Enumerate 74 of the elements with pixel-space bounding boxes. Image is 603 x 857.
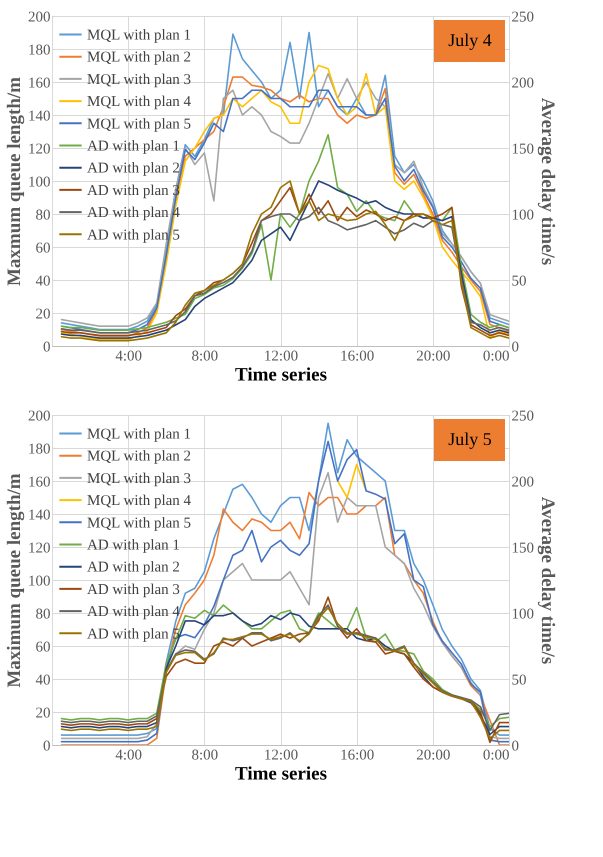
y2-axis-title: Average delay time/s xyxy=(537,98,558,266)
y-tick-label: 20 xyxy=(36,306,50,322)
legend-label: MQL with plan 3 xyxy=(87,72,192,88)
y2-tick-label: 100 xyxy=(512,208,534,224)
legend-label: AD with plan 1 xyxy=(87,538,180,554)
y-tick-label: 40 xyxy=(36,274,50,290)
y-axis-title: Maxmum queue length/m xyxy=(4,76,25,286)
y-tick-label: 120 xyxy=(28,540,50,556)
legend-label: AD with plan 5 xyxy=(87,227,180,244)
y-tick-label: 200 xyxy=(28,408,50,424)
y-tick-label: 20 xyxy=(36,706,50,722)
x-tick-label: 12:00 xyxy=(264,348,298,364)
x-tick-label: 20:00 xyxy=(416,748,450,764)
x-tick-label: 16:00 xyxy=(340,748,374,764)
y-tick-label: 200 xyxy=(28,10,50,26)
y2-tick-label: 0 xyxy=(512,738,519,754)
x-tick-label: 20:00 xyxy=(416,348,450,364)
x-tick-label: 12:00 xyxy=(264,748,298,764)
y2-tick-label: 150 xyxy=(512,540,534,556)
legend-label: MQL with plan 4 xyxy=(87,94,192,110)
y2-tick-label: 150 xyxy=(512,142,534,158)
x-tick-label: 4:00 xyxy=(115,748,142,764)
legend-label: AD with plan 2 xyxy=(87,160,180,177)
y-tick-label: 160 xyxy=(28,76,50,92)
y2-tick-label: 200 xyxy=(512,474,534,490)
y2-tick-label: 250 xyxy=(512,408,534,424)
x-tick-label: 4:00 xyxy=(115,348,142,364)
legend-label: MQL with plan 5 xyxy=(87,116,192,132)
y2-tick-label: 250 xyxy=(512,10,534,26)
y-tick-label: 100 xyxy=(28,574,50,590)
y2-tick-label: 50 xyxy=(512,672,526,688)
legend-label: MQL with plan 1 xyxy=(87,426,192,442)
legend-label: AD with plan 3 xyxy=(87,582,180,598)
y2-tick-label: 200 xyxy=(512,76,534,92)
y-tick-label: 140 xyxy=(28,508,50,524)
legend-label: MQL with plan 2 xyxy=(87,50,192,66)
y-tick-label: 160 xyxy=(28,474,50,490)
x-axis-title: Time series xyxy=(235,364,327,386)
legend-label: MQL with plan 1 xyxy=(87,28,192,44)
y-tick-label: 0 xyxy=(43,340,50,356)
legend-label: AD with plan 1 xyxy=(87,138,180,154)
legend-label: AD with plan 5 xyxy=(87,626,180,642)
x-axis-title: Time series xyxy=(235,764,327,784)
y2-tick-label: 50 xyxy=(512,274,526,290)
y-tick-label: 0 xyxy=(43,738,50,754)
y-tick-label: 80 xyxy=(36,606,50,622)
y2-tick-label: 100 xyxy=(512,606,534,622)
y-tick-label: 60 xyxy=(36,640,50,656)
legend-label: AD with plan 2 xyxy=(87,560,180,576)
y2-tick-label: 0 xyxy=(512,340,519,356)
legend-label: MQL with plan 5 xyxy=(87,515,192,532)
legend-label: MQL with plan 2 xyxy=(87,448,192,465)
x-tick-label: 8:00 xyxy=(191,348,218,364)
legend-label: AD with plan 3 xyxy=(87,182,180,199)
y-tick-label: 80 xyxy=(36,208,50,224)
x-tick-label: 16:00 xyxy=(340,348,374,364)
line-series xyxy=(336,464,367,498)
y-tick-label: 40 xyxy=(36,672,50,688)
legend-label: MQL with plan 3 xyxy=(87,470,192,487)
x-tick-label: 0:00 xyxy=(482,748,510,764)
y-tick-label: 180 xyxy=(28,442,50,458)
y-tick-label: 120 xyxy=(28,142,50,158)
y-tick-label: 60 xyxy=(36,240,50,256)
legend-label: MQL with plan 4 xyxy=(87,493,192,510)
y-tick-label: 140 xyxy=(28,108,50,124)
x-tick-label: 8:00 xyxy=(191,748,218,764)
x-tick-label: 0:00 xyxy=(482,348,510,364)
y-tick-label: 100 xyxy=(28,174,50,190)
y-axis-title: Maximum queue length/m xyxy=(4,473,25,688)
annotation: July 4 xyxy=(448,30,492,50)
line-series xyxy=(60,134,509,331)
y2-axis-title: Average delay time/s xyxy=(537,496,558,664)
y-tick-label: 180 xyxy=(28,42,50,58)
annotation: July 5 xyxy=(448,429,492,449)
